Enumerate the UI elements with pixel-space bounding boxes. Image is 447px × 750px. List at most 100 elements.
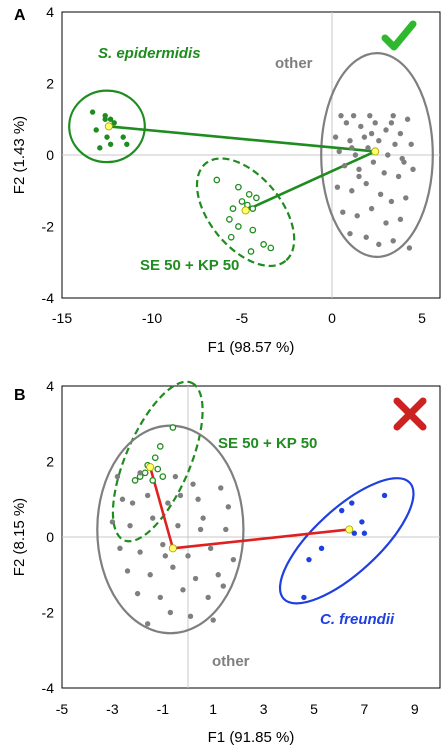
data-point [147, 572, 153, 578]
centroid-point [104, 122, 113, 131]
data-point [381, 170, 387, 176]
data-point [388, 120, 395, 126]
data-point [160, 541, 166, 548]
data-point [352, 152, 359, 158]
centroid-link [245, 150, 376, 212]
data-point [347, 138, 353, 144]
x-tick-label: 9 [411, 701, 419, 717]
data-point [111, 120, 117, 126]
cross-icon [393, 397, 427, 431]
group-label: SE 50 + KP 50 [218, 435, 317, 452]
data-point [159, 473, 167, 480]
data-point [144, 492, 151, 499]
data-point [207, 545, 214, 552]
x-tick-label: 3 [260, 701, 268, 717]
data-point [149, 477, 157, 484]
data-point [306, 556, 312, 563]
data-point [260, 241, 267, 248]
data-point [93, 127, 99, 133]
data-point [385, 152, 391, 158]
x-tick-label: 5 [310, 701, 318, 717]
data-point [124, 568, 131, 574]
data-point [169, 424, 177, 431]
data-point [154, 465, 162, 473]
data-point [365, 145, 371, 151]
x-axis-label: F1 (98.57 %) [208, 339, 295, 356]
data-point [334, 184, 341, 190]
y-axis-label: F2 (1.43 %) [11, 116, 28, 194]
data-point [301, 594, 307, 601]
data-point [238, 198, 246, 205]
data-point [192, 575, 199, 582]
data-point [350, 112, 357, 119]
data-point [406, 245, 413, 251]
group-label: SE 50 + KP 50 [140, 257, 239, 274]
y-tick-label: -2 [42, 605, 55, 621]
data-point [172, 473, 179, 480]
group-label: S. epidermidis [98, 45, 201, 62]
data-point [235, 223, 242, 230]
data-point [227, 233, 235, 241]
data-point [267, 244, 275, 252]
data-point [338, 112, 344, 119]
data-point [318, 545, 325, 552]
data-point [127, 522, 133, 529]
data-point [107, 141, 114, 147]
data-point [341, 163, 348, 169]
data-point [190, 481, 196, 487]
data-point [195, 496, 201, 502]
data-point [156, 443, 164, 450]
centroid-point [168, 544, 177, 553]
group-label: other [212, 653, 250, 670]
data-point [124, 141, 130, 147]
y-tick-label: -4 [42, 290, 55, 306]
panel-letter: B [14, 387, 26, 404]
y-axis-label: F2 (8.15 %) [11, 498, 28, 576]
data-point [339, 507, 345, 514]
data-point [97, 145, 103, 151]
centroid-point [345, 525, 354, 534]
data-point [390, 238, 396, 244]
data-point [381, 492, 388, 499]
data-point [245, 190, 253, 198]
data-point [137, 470, 143, 476]
data-point [175, 522, 181, 529]
data-point [383, 127, 389, 133]
data-point [356, 173, 362, 180]
data-point [218, 485, 224, 491]
group-ellipse [68, 89, 146, 164]
data-point [361, 134, 368, 140]
data-point [151, 454, 159, 462]
data-point [109, 519, 116, 525]
data-point [223, 526, 229, 533]
data-point [226, 216, 233, 223]
data-point [376, 138, 382, 144]
x-axis-label: F1 (91.85 %) [208, 729, 295, 746]
x-tick-label: -5 [56, 701, 69, 717]
y-tick-label: 0 [46, 147, 54, 163]
group-label: other [275, 55, 313, 72]
data-point [114, 473, 121, 480]
group-ellipse [320, 52, 434, 258]
data-point [187, 613, 194, 619]
data-point [213, 176, 221, 184]
data-point [253, 194, 260, 202]
x-tick-label: -10 [142, 310, 162, 326]
data-point [165, 500, 171, 506]
data-point [401, 159, 407, 165]
check-icon [381, 20, 417, 51]
data-point [249, 205, 257, 212]
data-point [361, 530, 368, 536]
data-point [107, 116, 114, 122]
data-point [408, 141, 414, 147]
data-point [157, 594, 163, 601]
centroid-link [172, 528, 350, 550]
data-point [358, 123, 364, 130]
data-point [177, 492, 184, 499]
data-point [210, 617, 216, 623]
data-point [363, 234, 369, 240]
group-ellipse [111, 380, 204, 543]
x-tick-label: -1 [157, 701, 170, 717]
data-point [141, 469, 149, 477]
